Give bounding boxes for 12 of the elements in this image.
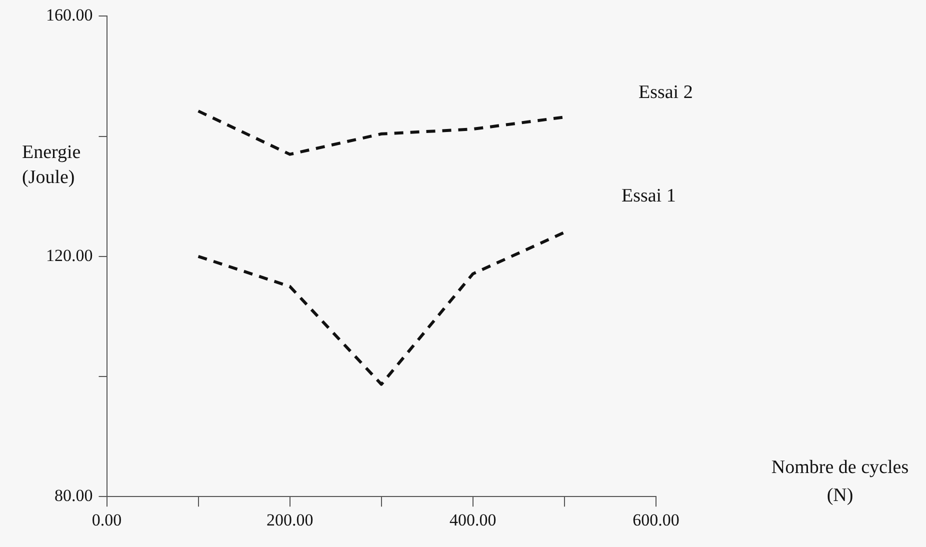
x-tick-label: 200.00 <box>266 510 314 530</box>
y-axis-title: Energie (Joule) <box>22 142 81 188</box>
y-tick-label: 80.00 <box>54 486 93 506</box>
x-tick-label: 600.00 <box>632 510 680 530</box>
x-tick-label: 400.00 <box>450 510 496 530</box>
x-axis-title: Nombre de cycles (N) <box>771 456 909 506</box>
x-tick-label: 0.00 <box>92 510 122 530</box>
line-series <box>196 230 566 386</box>
text: Essai 2 <box>638 82 693 104</box>
text: Essai 1 <box>621 185 676 206</box>
y-tick-label: 120.00 <box>46 246 93 265</box>
y-tick-label: 160.00 <box>46 6 93 25</box>
